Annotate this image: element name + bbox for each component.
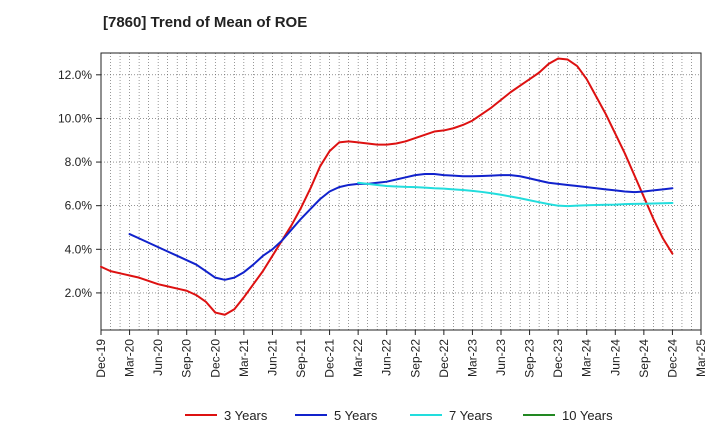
plot-frame xyxy=(100,52,702,331)
x-tick-label: Sep-22 xyxy=(408,339,422,378)
x-tick-label: Jun-23 xyxy=(494,339,508,376)
legend-label-5-years: 5 Years xyxy=(334,408,378,423)
legend-label-3-years: 3 Years xyxy=(224,408,268,423)
x-tick-label: Mar-25 xyxy=(694,339,708,377)
x-tick-label: Jun-21 xyxy=(265,339,279,376)
y-tick-label: 2.0% xyxy=(65,286,93,300)
y-tick-label: 10.0% xyxy=(58,111,92,125)
x-tick-label: Mar-22 xyxy=(351,339,365,377)
x-tick-label: Mar-24 xyxy=(580,339,594,377)
x-tick-label: Mar-23 xyxy=(465,339,479,377)
x-tick-label: Dec-19 xyxy=(94,339,108,378)
x-tick-label: Jun-22 xyxy=(380,339,394,376)
legend-label-7-years: 7 Years xyxy=(449,408,493,423)
x-tick-label: Dec-22 xyxy=(437,339,451,378)
x-tick-label: Sep-23 xyxy=(523,339,537,378)
x-tick-label: Mar-21 xyxy=(237,339,251,377)
y-tick-label: 4.0% xyxy=(65,242,93,256)
chart-title: [7860] Trend of Mean of ROE xyxy=(103,14,308,31)
x-tick-label: Sep-21 xyxy=(294,339,308,378)
x-tick-label: Jun-20 xyxy=(151,339,165,376)
x-tick-label: Mar-20 xyxy=(123,339,137,377)
series-line-5-years xyxy=(128,173,674,281)
y-tick-label: 8.0% xyxy=(65,155,93,169)
x-tick-label: Dec-24 xyxy=(665,339,679,378)
y-tick-label: 6.0% xyxy=(65,199,93,213)
series-line-3-years xyxy=(100,57,674,316)
legend-label-10-years: 10 Years xyxy=(562,408,613,423)
x-tick-label: Sep-20 xyxy=(180,339,194,378)
y-tick-label: 12.0% xyxy=(58,68,92,82)
x-tick-label: Jun-24 xyxy=(608,339,622,376)
x-tick-label: Dec-23 xyxy=(551,339,565,378)
x-tick-label: Dec-20 xyxy=(208,339,222,378)
series-line-7-years xyxy=(357,181,674,208)
x-tick-label: Sep-24 xyxy=(637,339,651,378)
x-tick-label: Dec-21 xyxy=(323,339,337,378)
